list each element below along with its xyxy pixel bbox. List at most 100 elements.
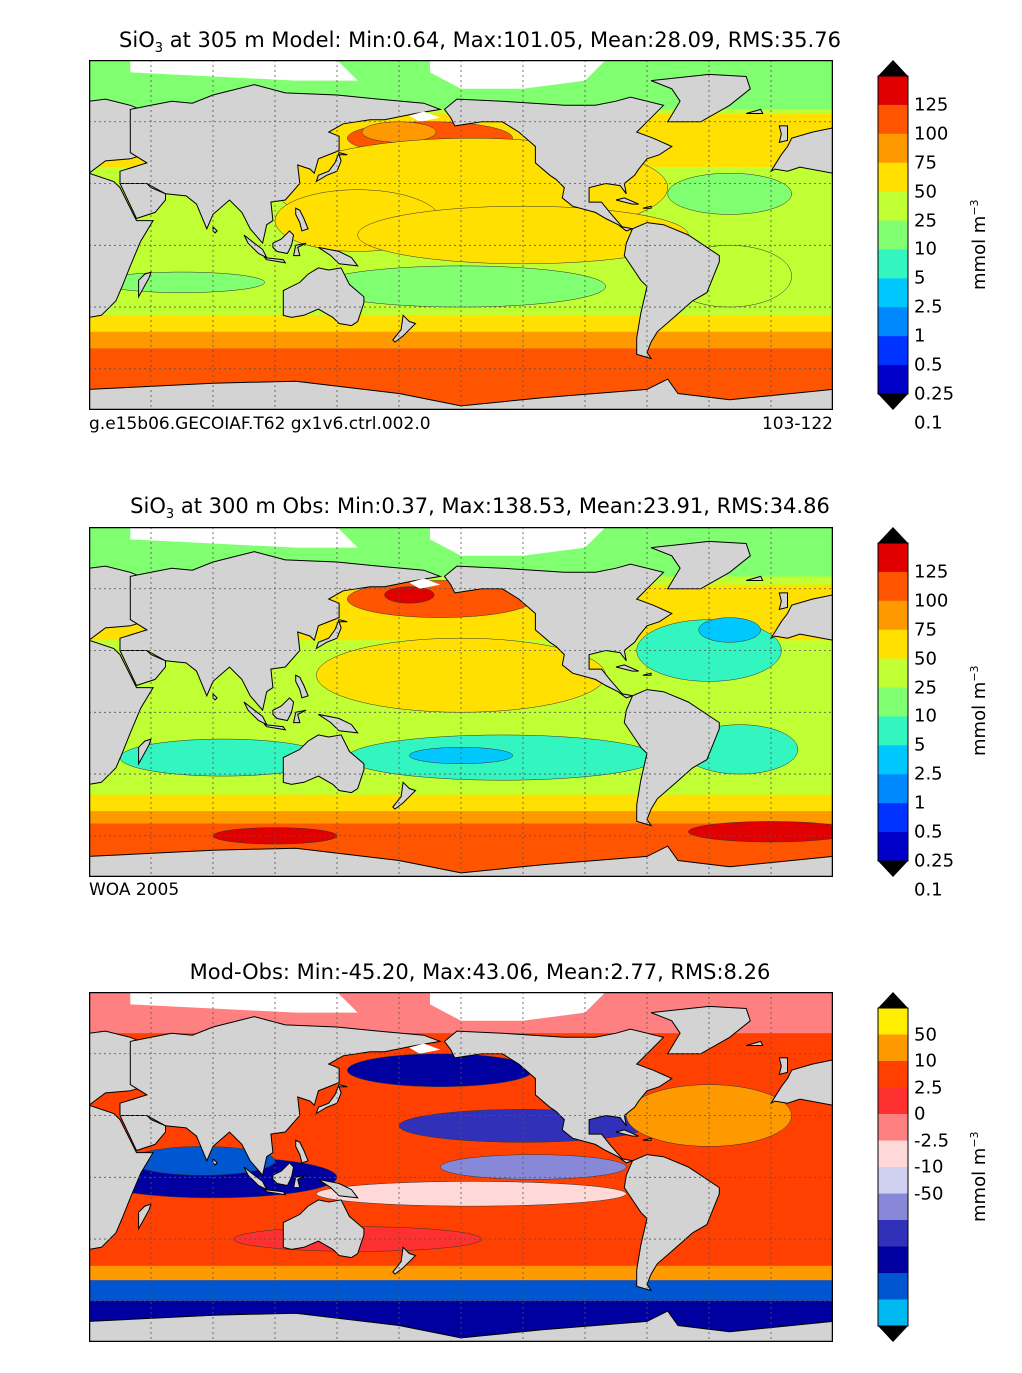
field-band-southern-25 [89, 315, 833, 332]
diff-map [89, 992, 833, 1342]
land-greenland [650, 1005, 751, 1055]
land-philippines [295, 207, 309, 232]
land-madagascar [138, 1203, 152, 1231]
colorbar-tick-label: 50 [914, 1024, 937, 1045]
colorbar-segment [878, 543, 908, 573]
diff-title: Mod-Obs: Min:-45.20, Max:43.06, Mean:2.7… [189, 960, 771, 984]
land-japan [315, 1084, 348, 1115]
land-japan [315, 152, 348, 183]
colorbar-tick-label: 10 [914, 238, 937, 260]
sea-ice-bering [409, 111, 441, 122]
field-blob-weddell-100-125 [688, 821, 833, 843]
colorbar-tick-label: 75 [914, 152, 937, 174]
colorbar-segment [878, 1034, 908, 1062]
land-arabia [119, 183, 166, 220]
field-blob-south-equatorial-pos [316, 1181, 627, 1207]
sea-ice-bering [409, 578, 441, 589]
colorbar-tick-label: 100 [914, 590, 949, 612]
land-hispaniola [642, 672, 652, 676]
land-borneo [272, 697, 295, 722]
sea-ice-arctic-2 [430, 60, 606, 89]
colorbar-segment [878, 162, 908, 193]
field-blob-n-atlantic-1-2.5 [698, 617, 761, 643]
colorbar-segment [878, 658, 908, 689]
colorbar-tick-label: 50 [914, 181, 937, 203]
map-frame [89, 60, 833, 410]
land-north-america [443, 1028, 673, 1164]
obs-title: SiO3 at 300 m Obs: Min:0.37, Max:138.53,… [130, 494, 830, 523]
colorbar-segment [878, 278, 908, 308]
land-iceland [746, 1040, 764, 1046]
land-australia [282, 734, 365, 794]
colorbar-segment [878, 307, 908, 337]
colorbar-segment [878, 220, 908, 250]
land-philippines [295, 1139, 309, 1164]
land-north-america [443, 96, 673, 232]
colorbar-tick-label: 0.25 [914, 383, 955, 405]
sea-ice [130, 992, 606, 1054]
map-frame [89, 527, 833, 877]
land-hispaniola [642, 205, 652, 209]
colorbar-extend-min [878, 1326, 908, 1342]
model-caption-years: 103-122 [761, 414, 833, 434]
graticule [89, 527, 833, 877]
graticule [89, 992, 833, 1342]
sea-ice [130, 60, 606, 122]
colorbar-segment [878, 774, 908, 804]
model-map [89, 60, 833, 410]
colorbar-segment [878, 745, 908, 775]
land-cuba [615, 1129, 639, 1137]
map-canvas [89, 60, 833, 410]
land-north-america [443, 563, 673, 699]
colorbar-segment [878, 1061, 908, 1088]
colorbar-tick-label: 50 [914, 648, 937, 670]
land-australia [282, 267, 365, 327]
colorbar-tick-label: 10 [914, 705, 937, 727]
land-cuba [615, 197, 639, 205]
land-africa [89, 172, 154, 318]
colorbar-segment [878, 249, 908, 279]
colorbar-tick-label: -10 [914, 1156, 944, 1178]
land [89, 1005, 833, 1342]
sea-ice-arctic-1 [130, 992, 358, 1013]
colorbar-tick-label: 0.1 [914, 412, 943, 434]
land-arabia [119, 650, 166, 687]
field-blob-bering-50-75 [361, 121, 437, 143]
colorbar-segment [878, 629, 908, 660]
colorbar-extend-max [878, 60, 908, 76]
land-south-america [623, 689, 720, 827]
colorbar-tick-label: 100 [914, 123, 949, 145]
land-asia [119, 551, 443, 712]
colorbar-segment [878, 1140, 908, 1168]
land-south-america [623, 1154, 720, 1292]
sea-ice-arctic-2 [430, 992, 606, 1021]
colorbar-segment [878, 803, 908, 833]
land-japan [315, 619, 348, 650]
colorbar-frame [877, 75, 909, 395]
colorbar-segment [878, 600, 908, 631]
diff-colorbar [877, 992, 909, 1342]
colorbar-tick-label: 10 [914, 1050, 937, 1072]
field-blob-n-pacific-neg [347, 1053, 534, 1087]
model-caption-run: g.e15b06.GECOIAF.T62 gx1v6.ctrl.002.0 [89, 414, 431, 434]
colorbar-segment [878, 716, 908, 746]
colorbar-segment [878, 104, 908, 135]
colorbar-segment [878, 133, 908, 164]
field-blob-south-pacific-1-2.5 [409, 747, 513, 765]
colorbar-segment [878, 191, 908, 222]
colorbar-extend-min [878, 861, 908, 877]
map-canvas [89, 527, 833, 877]
land-africa [89, 1104, 154, 1250]
field-blob-n-atlantic-5-10 [667, 172, 792, 215]
land-iceland [746, 108, 764, 114]
land-madagascar [138, 738, 152, 766]
land-australia [282, 1199, 365, 1259]
colorbar-segment [878, 1246, 908, 1274]
colorbar-tick-label: 1 [914, 792, 926, 814]
colorbar-tick-label: 25 [914, 210, 937, 232]
colorbar-tick-label: -2.5 [914, 1130, 950, 1151]
land-greenland [650, 540, 751, 590]
sea-ice-arctic-1 [130, 60, 358, 81]
land-uk [778, 592, 788, 611]
map-canvas [89, 992, 833, 1342]
